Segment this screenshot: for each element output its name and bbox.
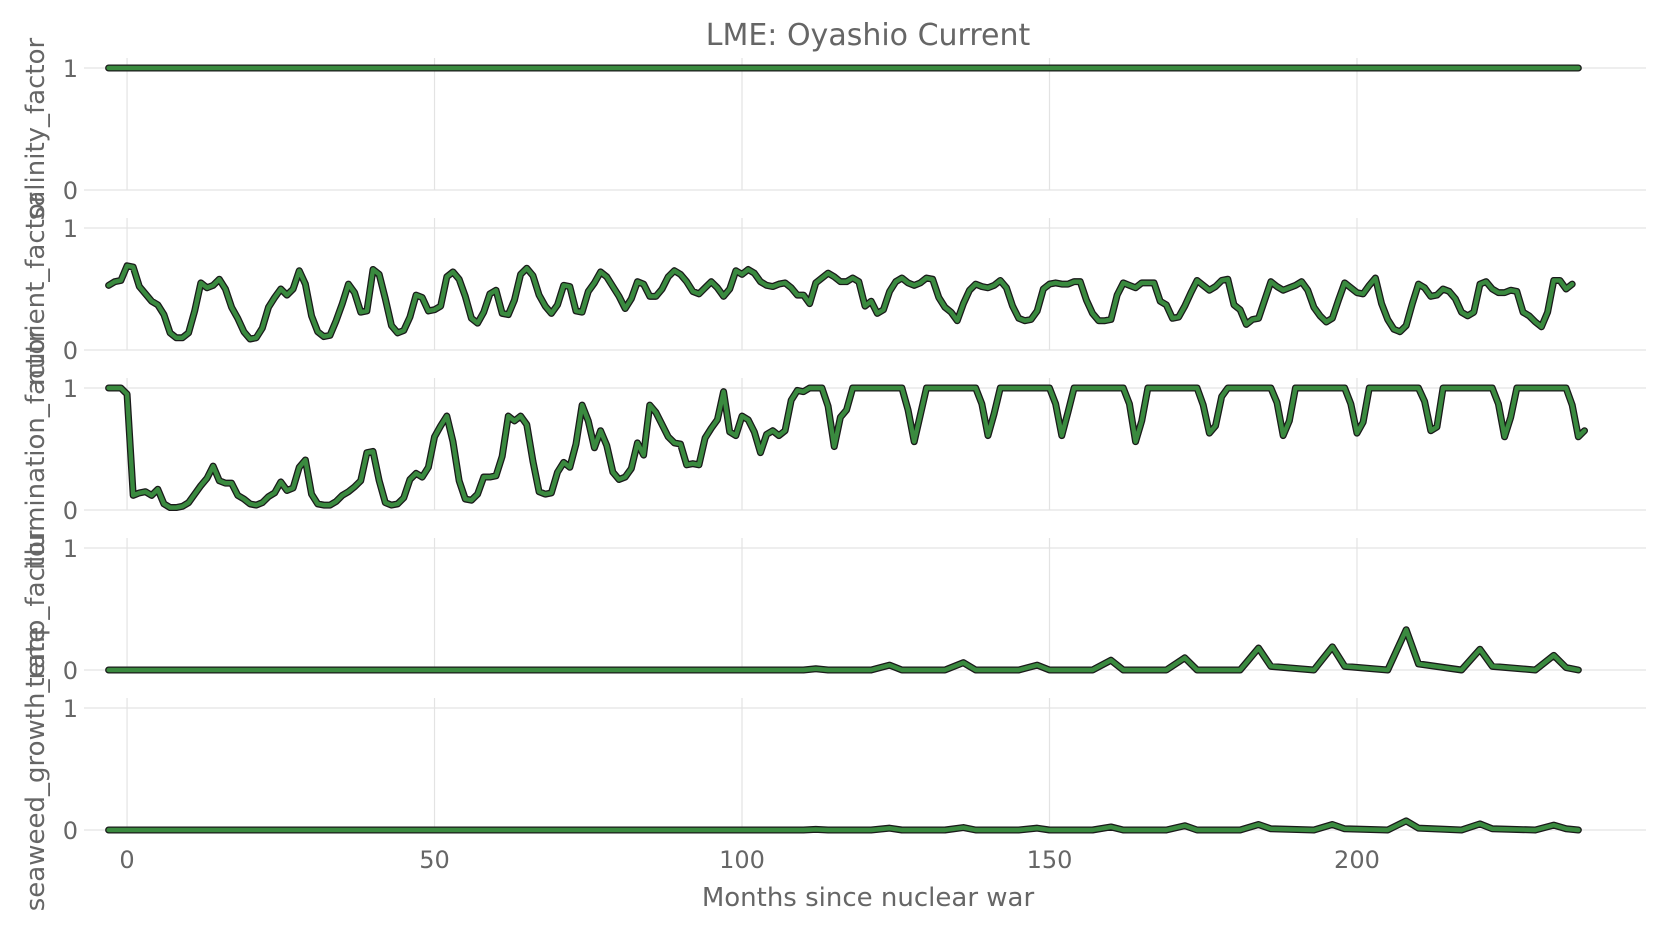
x-tick-label: 100: [719, 846, 765, 874]
x-tick-label: 200: [1334, 846, 1380, 874]
panel-seaweed-growth-rate: 0 1 seaweed_growth_rate: [21, 627, 1646, 912]
x-tick-label: 50: [419, 846, 450, 874]
y-tick-label: 0: [63, 337, 78, 365]
x-axis-ticks: 0 50 100 150 200: [119, 846, 1379, 874]
y-tick-label: 0: [63, 177, 78, 205]
y-tick-label: 0: [63, 817, 78, 845]
series-outline: [105, 262, 1576, 343]
x-axis-label: Months since nuclear war: [702, 883, 1035, 913]
series-line: [106, 818, 1581, 833]
panel-nutrient-factor: 0 1 nutrient_factor: [21, 192, 1646, 385]
y-axis-label: temp_factor: [21, 530, 51, 688]
y-tick-label: 1: [63, 375, 78, 403]
y-axis-label: nutrient_factor: [21, 192, 51, 385]
y-axis-label: salinity_factor: [21, 38, 51, 221]
y-axis-label: illumination_factor: [21, 328, 51, 570]
panel-temp-factor: 0 1 temp_factor: [21, 530, 1646, 688]
series-line: [106, 385, 1587, 510]
y-axis-label: seaweed_growth_rate: [21, 627, 51, 912]
panel-illumination-factor: 0 1 illumination_factor: [21, 328, 1646, 570]
x-tick-label: 0: [119, 846, 134, 874]
panels: 0 1 salinity_factor 0 1 nutrient_factor 0 1 illu…: [21, 38, 1646, 912]
y-tick-label: 0: [63, 497, 78, 525]
y-tick-label: 1: [63, 535, 78, 563]
series-outline: [105, 626, 1582, 674]
series-line: [106, 627, 1581, 673]
y-tick-label: 0: [63, 657, 78, 685]
y-tick-label: 1: [63, 55, 78, 83]
chart-title: LME: Oyashio Current: [706, 18, 1031, 53]
panel-salinity-factor: 0 1 salinity_factor: [21, 38, 1646, 221]
series-line: [106, 263, 1575, 342]
x-tick-label: 150: [1027, 846, 1073, 874]
y-tick-label: 1: [63, 215, 78, 243]
y-tick-label: 1: [63, 695, 78, 723]
